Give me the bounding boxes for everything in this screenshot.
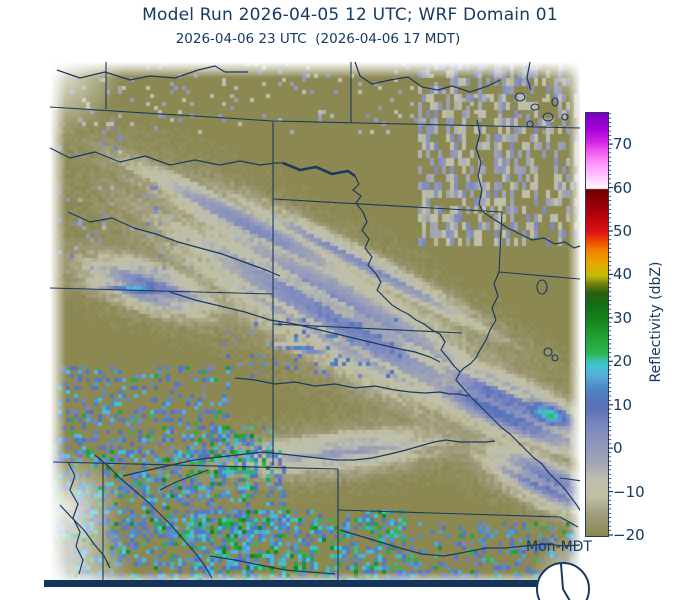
river-colorado_1	[94, 454, 213, 579]
river-platte	[122, 439, 496, 477]
colorbar-tick-label: 0	[613, 439, 623, 458]
plot-subtitle: 2026-04-06 23 UTC (2026-04-06 17 MDT)	[175, 31, 461, 47]
lake	[514, 92, 526, 102]
river-niobrara	[234, 377, 469, 397]
state-line-nd_sd	[272, 198, 503, 213]
river-missouri	[352, 175, 580, 511]
river-yellowstone	[50, 147, 283, 166]
lake	[526, 120, 534, 128]
lake	[530, 103, 540, 111]
state-borders-rivers-overlay	[50, 62, 580, 580]
lake	[543, 347, 553, 357]
colorbar-ticks	[608, 113, 613, 536]
colorbar-tick-label: −20	[613, 526, 645, 544]
clock-minute-hand	[560, 563, 564, 590]
river-big_sioux	[459, 271, 500, 373]
river-south_platte	[159, 469, 209, 491]
river-red_north	[526, 62, 532, 91]
map-bottom-axis-bar	[44, 580, 538, 587]
river-souris	[354, 62, 501, 93]
river-republican	[339, 529, 580, 557]
plot-title: Model Run 2026-04-05 12 UTC; WRF Domain …	[142, 5, 558, 25]
river-colorado_2	[59, 504, 111, 569]
state-line-edge_east	[559, 477, 580, 482]
colorbar-tick-label: 10	[613, 395, 633, 414]
river-red	[475, 119, 484, 213]
colorbar-tick-label: 60	[613, 178, 633, 197]
lake	[542, 112, 554, 122]
colorbar-tick-label: 70	[613, 135, 633, 154]
river-belle_fourche	[67, 211, 281, 277]
reflectivity-map	[50, 62, 580, 580]
river-cheyenne	[169, 291, 441, 363]
river-missouri_reservoir	[282, 161, 356, 178]
state-line-ia_mn	[498, 271, 580, 280]
state-line-sd_ne	[272, 323, 463, 334]
state-line-parallel_41n	[52, 461, 339, 470]
clock-icon	[536, 562, 590, 600]
state-line-mn_sd	[498, 211, 503, 273]
colorbar	[585, 112, 609, 537]
lake	[551, 97, 559, 107]
colorbar-tick-label: 40	[613, 265, 633, 284]
clock-hour-hand	[562, 588, 571, 600]
state-line-ne_ks	[337, 509, 579, 528]
state-line-canada_border	[50, 106, 580, 129]
lake	[561, 113, 569, 121]
lake	[551, 354, 559, 362]
colorbar-tick-label: −10	[613, 482, 645, 501]
river-milk	[56, 65, 248, 81]
river-green	[67, 461, 84, 575]
colorbar-tick-label: 50	[613, 221, 633, 240]
clock-timezone-label: Mon-MDT	[526, 539, 592, 555]
river-arkansas	[209, 555, 336, 575]
river-minnesota	[482, 211, 580, 249]
colorbar-tick-label: 30	[613, 308, 633, 327]
state-line-mt_wy	[50, 287, 274, 295]
colorbar-tick-label: 20	[613, 352, 633, 371]
lake	[536, 279, 548, 295]
